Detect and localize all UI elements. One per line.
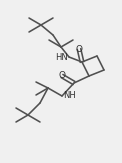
- Text: O: O: [76, 44, 82, 53]
- Text: HN: HN: [55, 52, 68, 61]
- Text: NH: NH: [63, 91, 76, 101]
- Text: O: O: [59, 72, 66, 81]
